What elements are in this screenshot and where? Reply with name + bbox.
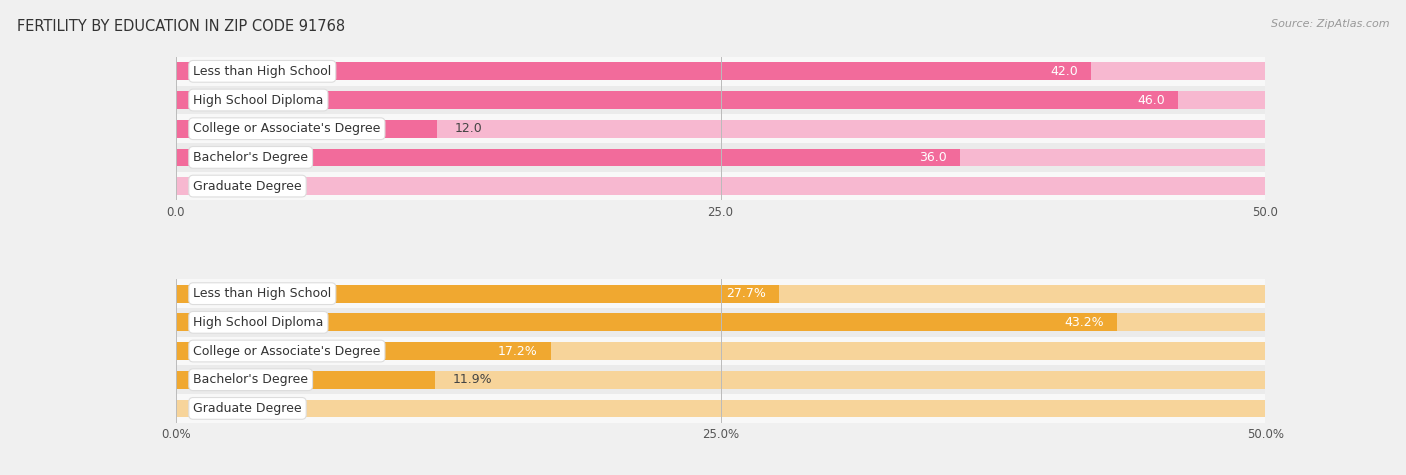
Text: 43.2%: 43.2%: [1064, 316, 1104, 329]
Text: Graduate Degree: Graduate Degree: [193, 180, 302, 192]
Text: 0.0%: 0.0%: [193, 402, 225, 415]
Text: 42.0: 42.0: [1050, 65, 1078, 78]
Text: 36.0: 36.0: [920, 151, 948, 164]
Bar: [176, 57, 1265, 86]
Bar: [176, 342, 1265, 360]
Text: Source: ZipAtlas.com: Source: ZipAtlas.com: [1271, 19, 1389, 29]
Bar: [176, 177, 1265, 195]
Bar: [176, 149, 960, 166]
Text: College or Associate's Degree: College or Associate's Degree: [193, 122, 381, 135]
Bar: [176, 285, 779, 303]
Text: College or Associate's Degree: College or Associate's Degree: [193, 344, 381, 358]
Bar: [176, 285, 1265, 303]
Bar: [176, 86, 1265, 114]
Bar: [176, 149, 1265, 166]
Text: Bachelor's Degree: Bachelor's Degree: [193, 373, 308, 386]
Bar: [176, 91, 1178, 109]
Bar: [176, 120, 1265, 138]
Bar: [176, 91, 1265, 109]
Text: 17.2%: 17.2%: [498, 344, 537, 358]
Bar: [176, 394, 1265, 423]
Bar: [176, 371, 434, 389]
Text: 12.0: 12.0: [454, 122, 482, 135]
Bar: [176, 365, 1265, 394]
Bar: [176, 62, 1265, 80]
Bar: [176, 308, 1265, 337]
Text: High School Diploma: High School Diploma: [193, 94, 323, 106]
Text: 27.7%: 27.7%: [727, 287, 766, 300]
Text: High School Diploma: High School Diploma: [193, 316, 323, 329]
Bar: [176, 143, 1265, 172]
Bar: [176, 114, 1265, 143]
Bar: [176, 314, 1265, 331]
Bar: [176, 371, 1265, 389]
Text: FERTILITY BY EDUCATION IN ZIP CODE 91768: FERTILITY BY EDUCATION IN ZIP CODE 91768: [17, 19, 344, 34]
Text: 0.0: 0.0: [193, 180, 214, 192]
Text: 46.0: 46.0: [1137, 94, 1166, 106]
Bar: [176, 399, 1265, 418]
Text: Graduate Degree: Graduate Degree: [193, 402, 302, 415]
Bar: [176, 120, 437, 138]
Bar: [176, 62, 1091, 80]
Bar: [176, 337, 1265, 365]
Text: Bachelor's Degree: Bachelor's Degree: [193, 151, 308, 164]
Bar: [176, 342, 551, 360]
Text: 11.9%: 11.9%: [453, 373, 492, 386]
Bar: [176, 279, 1265, 308]
Bar: [176, 314, 1118, 331]
Bar: [176, 172, 1265, 200]
Text: Less than High School: Less than High School: [193, 287, 332, 300]
Text: Less than High School: Less than High School: [193, 65, 332, 78]
